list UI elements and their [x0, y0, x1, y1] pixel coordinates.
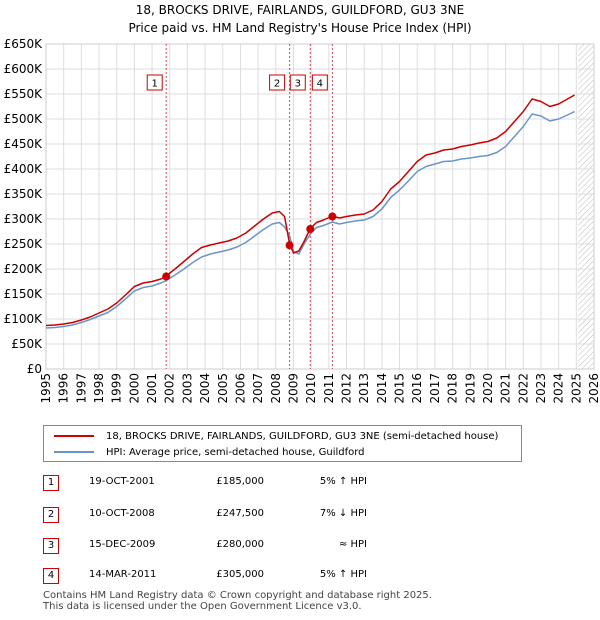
x-tick-label: 2000	[127, 373, 141, 404]
legend-item-property: 18, BROCKS DRIVE, FAIRLANDS, GUILDFORD, …	[54, 429, 498, 443]
x-tick-label: 2015	[393, 373, 407, 404]
sale-marker-badge: 2	[269, 74, 286, 91]
x-tick-label: 2023	[534, 373, 548, 404]
x-tick-label: 2026	[587, 373, 600, 404]
y-tick-label: £400K	[4, 162, 44, 176]
y-tick-label: £650K	[4, 37, 44, 51]
sale-marker-box	[146, 74, 163, 91]
legend-property-label: 18, BROCKS DRIVE, FAIRLANDS, GUILDFORD, …	[106, 430, 499, 442]
x-tick-label: 2018	[446, 373, 460, 404]
x-tick-label: 2012	[340, 373, 354, 404]
x-tick-label: 2014	[375, 373, 389, 404]
y-tick-label: £150K	[4, 287, 44, 301]
legend-item-hpi: HPI: Average price, semi-detached house,…	[54, 445, 365, 459]
sale-marker-number: 4	[317, 79, 323, 90]
sale-marker-badge: 3	[289, 74, 306, 91]
x-tick-label: 2001	[145, 373, 159, 404]
y-tick-label: £350K	[4, 187, 44, 201]
sale-hpi-comparison: 7% ↓ HPI	[319, 508, 367, 519]
sale-price: £305,000	[216, 569, 264, 580]
x-tick-label: 2010	[304, 373, 318, 404]
sale-date: 10-OCT-2008	[89, 508, 155, 519]
x-tick-label: 2025	[569, 373, 583, 404]
x-tick-label: 2007	[251, 373, 265, 404]
x-tick-label: 2016	[410, 373, 424, 404]
x-tick-label: 2006	[233, 373, 247, 404]
x-tick-label: 1997	[74, 373, 88, 404]
y-tick-label: £450K	[4, 137, 44, 151]
sale-marker-number: 1	[152, 79, 158, 90]
x-tick-label: 2002	[163, 373, 177, 404]
hpi-line	[45, 110, 575, 329]
sale-marker-box	[311, 74, 328, 91]
footer-copyright: Contains HM Land Registry data © Crown c…	[43, 590, 432, 601]
y-tick-label: £100K	[4, 312, 44, 326]
sale-marker-number: 2	[274, 79, 280, 90]
sale-hpi-comparison: 5% ↑ HPI	[319, 476, 367, 487]
y-tick-label: £550K	[4, 87, 44, 101]
footer-licence: This data is licensed under the Open Gov…	[43, 601, 362, 612]
x-tick-label: 2008	[269, 373, 283, 404]
x-tick-label: 2021	[499, 373, 513, 404]
x-tick-label: 2020	[481, 373, 495, 404]
hpi-line-swatch	[54, 451, 94, 453]
x-tick-label: 1998	[92, 373, 106, 404]
sale-number-badge: 3	[43, 538, 59, 554]
y-tick-label: £50K	[11, 337, 43, 351]
sale-marker-box	[269, 74, 286, 91]
y-tick-label: £250K	[4, 237, 44, 251]
sale-price: £280,000	[216, 539, 264, 550]
x-tick-label: 2011	[322, 373, 336, 404]
sale-date: 14-MAR-2011	[89, 569, 157, 580]
x-tick-label: 2022	[516, 373, 530, 404]
y-tick-label: £500K	[4, 112, 44, 126]
sale-marker-box	[289, 74, 306, 91]
legend-hpi-label: HPI: Average price, semi-detached house,…	[106, 446, 365, 458]
x-tick-label: 2019	[463, 373, 477, 404]
sale-hpi-comparison: 5% ↑ HPI	[319, 569, 367, 580]
x-tick-label: 2009	[286, 373, 300, 404]
sale-hpi-comparison: ≈ HPI	[338, 539, 367, 550]
property-line-swatch	[54, 435, 94, 437]
sale-point	[285, 241, 294, 250]
x-tick-label: 2017	[428, 373, 442, 404]
x-tick-label: 2024	[552, 373, 566, 404]
price-chart: £0 £50K £100K £150K £200K £250K £300K £350K £400…	[4, 37, 600, 404]
sale-number-badge: 2	[43, 507, 59, 523]
sale-marker-badge: 1	[146, 74, 163, 91]
chart-title: 18, BROCKS DRIVE, FAIRLANDS, GUILDFORD, …	[135, 3, 465, 17]
y-tick-label: £600K	[4, 62, 44, 76]
sale-price: £185,000	[216, 476, 264, 487]
sale-price: £247,500	[216, 508, 264, 519]
sale-marker-badge: 4	[311, 74, 328, 91]
sale-point	[306, 225, 315, 233]
sale-date: 19-OCT-2001	[89, 476, 155, 487]
sale-point	[328, 212, 337, 221]
legend: 18, BROCKS DRIVE, FAIRLANDS, GUILDFORD, …	[43, 425, 522, 462]
x-tick-label: 2005	[216, 373, 230, 404]
sale-point	[162, 272, 171, 281]
property-price-line	[45, 94, 575, 327]
sale-number-badge: 4	[43, 568, 59, 584]
plot-area	[46, 44, 594, 369]
sale-marker-number: 3	[295, 79, 301, 90]
sale-number-badge: 1	[43, 475, 59, 491]
y-tick-label: £0	[27, 362, 42, 376]
plot-border	[45, 43, 595, 370]
x-tick-label: 2004	[198, 373, 212, 404]
hatched-region	[578, 44, 594, 369]
x-tick-label: 2003	[180, 373, 194, 404]
chart-subtitle: Price paid vs. HM Land Registry's House …	[128, 21, 472, 35]
sale-date: 15-DEC-2009	[89, 539, 156, 550]
x-tick-label: 2013	[357, 373, 371, 404]
x-tick-label: 1999	[110, 373, 124, 404]
y-tick-label: £200K	[4, 262, 44, 276]
y-tick-label: £300K	[4, 212, 44, 226]
x-tick-label: 1996	[57, 373, 71, 404]
x-tick-label: 1995	[39, 373, 53, 404]
